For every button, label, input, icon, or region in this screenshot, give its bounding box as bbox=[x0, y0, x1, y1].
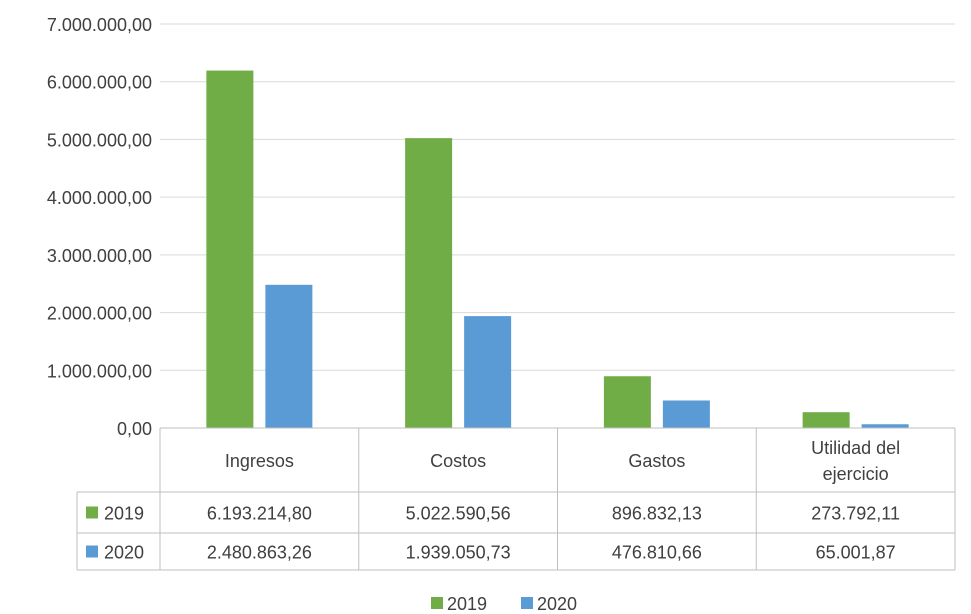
y-tick-label: 7.000.000,00 bbox=[47, 15, 152, 35]
legend-key-2020 bbox=[521, 597, 533, 609]
bar-2020-2 bbox=[464, 316, 512, 428]
data-label: 5.022.590,56 bbox=[406, 504, 511, 524]
bar-2020-4 bbox=[861, 424, 909, 428]
bar-2019-4 bbox=[802, 412, 850, 428]
table-legend-key-2020 bbox=[86, 545, 98, 558]
data-label: 273.792,11 bbox=[811, 504, 900, 524]
legend-label: 2020 bbox=[537, 594, 577, 614]
y-tick-label: 0,00 bbox=[117, 419, 152, 439]
data-label: 6.193.214,80 bbox=[207, 504, 312, 524]
table-series-name: 2020 bbox=[104, 543, 144, 563]
bar-2019-3 bbox=[603, 376, 651, 428]
bars bbox=[206, 70, 909, 429]
table-legend-key-2019 bbox=[86, 506, 98, 519]
data-table: Ingresos Costos Gastos Utilidad del ejercici… bbox=[76, 427, 956, 571]
bar-2020-1 bbox=[265, 284, 313, 428]
bar-2019-1 bbox=[206, 70, 254, 428]
legend-label: 2019 bbox=[447, 594, 487, 614]
category-label: Utilidad del bbox=[811, 438, 900, 458]
data-label: 65.001,87 bbox=[816, 543, 896, 563]
category-label: Ingresos bbox=[225, 451, 294, 471]
legend: 2019 2020 bbox=[431, 594, 577, 614]
y-tick-label: 1.000.000,00 bbox=[47, 361, 152, 381]
table-series-name: 2019 bbox=[104, 504, 144, 524]
data-label: 476.810,66 bbox=[612, 543, 702, 563]
y-tick-label: 2.000.000,00 bbox=[47, 304, 152, 324]
data-label: 2.480.863,26 bbox=[207, 543, 312, 563]
y-tick-label: 3.000.000,00 bbox=[47, 246, 152, 266]
category-label: Gastos bbox=[628, 451, 685, 471]
bar-2019-2 bbox=[405, 138, 453, 429]
y-tick-label: 6.000.000,00 bbox=[47, 73, 152, 93]
category-label: Costos bbox=[430, 451, 486, 471]
data-label: 1.939.050,73 bbox=[406, 543, 511, 563]
y-tick-label: 5.000.000,00 bbox=[47, 130, 152, 150]
y-axis-tick-labels: 0,00 1.000.000,00 2.000.000,00 3.000.000,00… bbox=[47, 15, 152, 439]
category-label: ejercicio bbox=[823, 464, 889, 484]
data-label: 896.832,13 bbox=[612, 504, 702, 524]
legend-key-2019 bbox=[431, 597, 443, 609]
y-tick-label: 4.000.000,00 bbox=[47, 188, 152, 208]
bar-2020-3 bbox=[662, 400, 710, 428]
